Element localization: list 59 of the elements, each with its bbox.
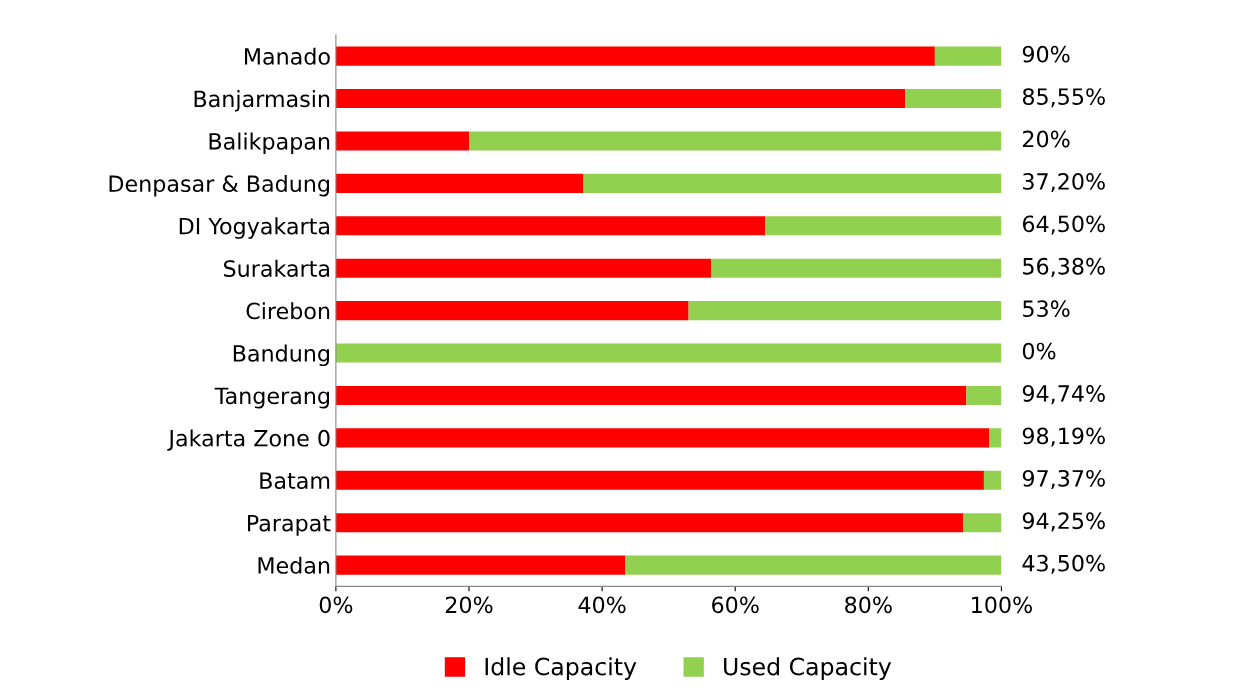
- legend-label: Used Capacity: [724, 657, 892, 681]
- bar: [335, 301, 689, 321]
- y-tick-label: Banjarmasin: [194, 90, 330, 112]
- bar: [335, 555, 626, 575]
- y-tick-label: Denpasar & Badung: [109, 174, 329, 197]
- bar: [335, 173, 584, 193]
- x-tick-label: 100%: [972, 596, 1032, 614]
- bar: [983, 470, 1002, 490]
- text: 97,37%: [1022, 469, 1105, 489]
- x-tick-label: 0%: [319, 596, 353, 614]
- bar: [335, 385, 967, 405]
- text: 90%: [1022, 45, 1070, 63]
- bar: [625, 555, 1002, 575]
- bar: [335, 470, 984, 490]
- bar: [335, 428, 990, 448]
- y-tick-label: Surakarta: [223, 259, 329, 277]
- text: 53%: [1023, 300, 1070, 318]
- y-tick-label: Jakarta Zone 0: [167, 429, 330, 451]
- bar: [688, 301, 1002, 321]
- bar: [335, 46, 935, 66]
- bar: [711, 258, 1002, 278]
- y-tick-label: Parapat: [247, 514, 331, 536]
- bar: [583, 173, 1002, 193]
- bar: [905, 88, 1002, 109]
- text: 64,50%: [1022, 215, 1105, 235]
- y-tick-label: Bandung: [233, 344, 329, 367]
- x-tick-label: 80%: [845, 596, 892, 614]
- legend-label: Idle Capacity: [485, 657, 637, 681]
- bar: [335, 258, 712, 278]
- text: 94,74%: [1022, 385, 1105, 405]
- y-tick-label: Tangerang: [214, 387, 329, 409]
- text: 85,55%: [1022, 88, 1105, 108]
- bar: [963, 513, 1002, 533]
- y-tick-label: Balikpapan: [209, 132, 330, 155]
- text: 37,20%: [1023, 173, 1105, 193]
- text: 0%: [1022, 342, 1056, 360]
- x-tick-label: 20%: [445, 596, 493, 614]
- text: 43,50%: [1022, 554, 1105, 574]
- bar: [335, 343, 1002, 363]
- bar: [989, 428, 1002, 448]
- text: 20%: [1023, 130, 1070, 148]
- bar: [335, 216, 766, 236]
- text: 98,19%: [1022, 427, 1105, 447]
- text: 56,38%: [1023, 257, 1105, 277]
- bar: [468, 131, 1002, 151]
- x-tick-label: 40%: [578, 596, 626, 614]
- x-tick-label: 60%: [712, 596, 759, 614]
- y-tick-label: Medan: [258, 556, 330, 574]
- y-tick-label: Batam: [260, 472, 330, 490]
- bar: [335, 131, 469, 151]
- bar: [765, 216, 1002, 236]
- bar: [335, 88, 906, 109]
- bar: [335, 513, 964, 533]
- y-tick-label: DI Yogyakarta: [179, 217, 329, 239]
- y-tick-label: Cirebon: [246, 302, 330, 320]
- bar: [966, 385, 1002, 405]
- bar: [934, 46, 1002, 66]
- y-tick-label: Manado: [245, 47, 330, 65]
- text: 94,25%: [1022, 512, 1105, 532]
